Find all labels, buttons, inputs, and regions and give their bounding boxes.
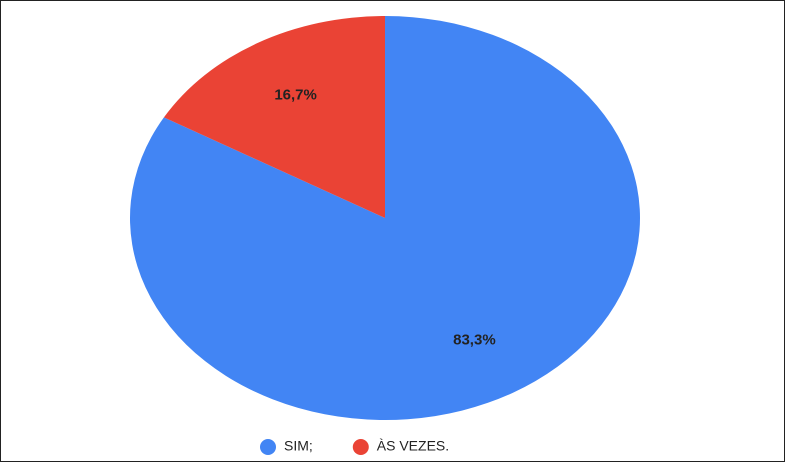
slice-label: 83,3% [453, 331, 496, 348]
legend-swatch [260, 439, 276, 455]
slice-label: 16,7% [274, 87, 317, 104]
pie-slice [163, 15, 385, 218]
legend-label: ÀS VEZES. [377, 438, 449, 454]
legend-swatch [352, 439, 369, 455]
pie-slice [129, 16, 640, 421]
legend: SIM; ÀS VEZES. [260, 438, 449, 455]
legend-label: SIM; [284, 438, 313, 454]
